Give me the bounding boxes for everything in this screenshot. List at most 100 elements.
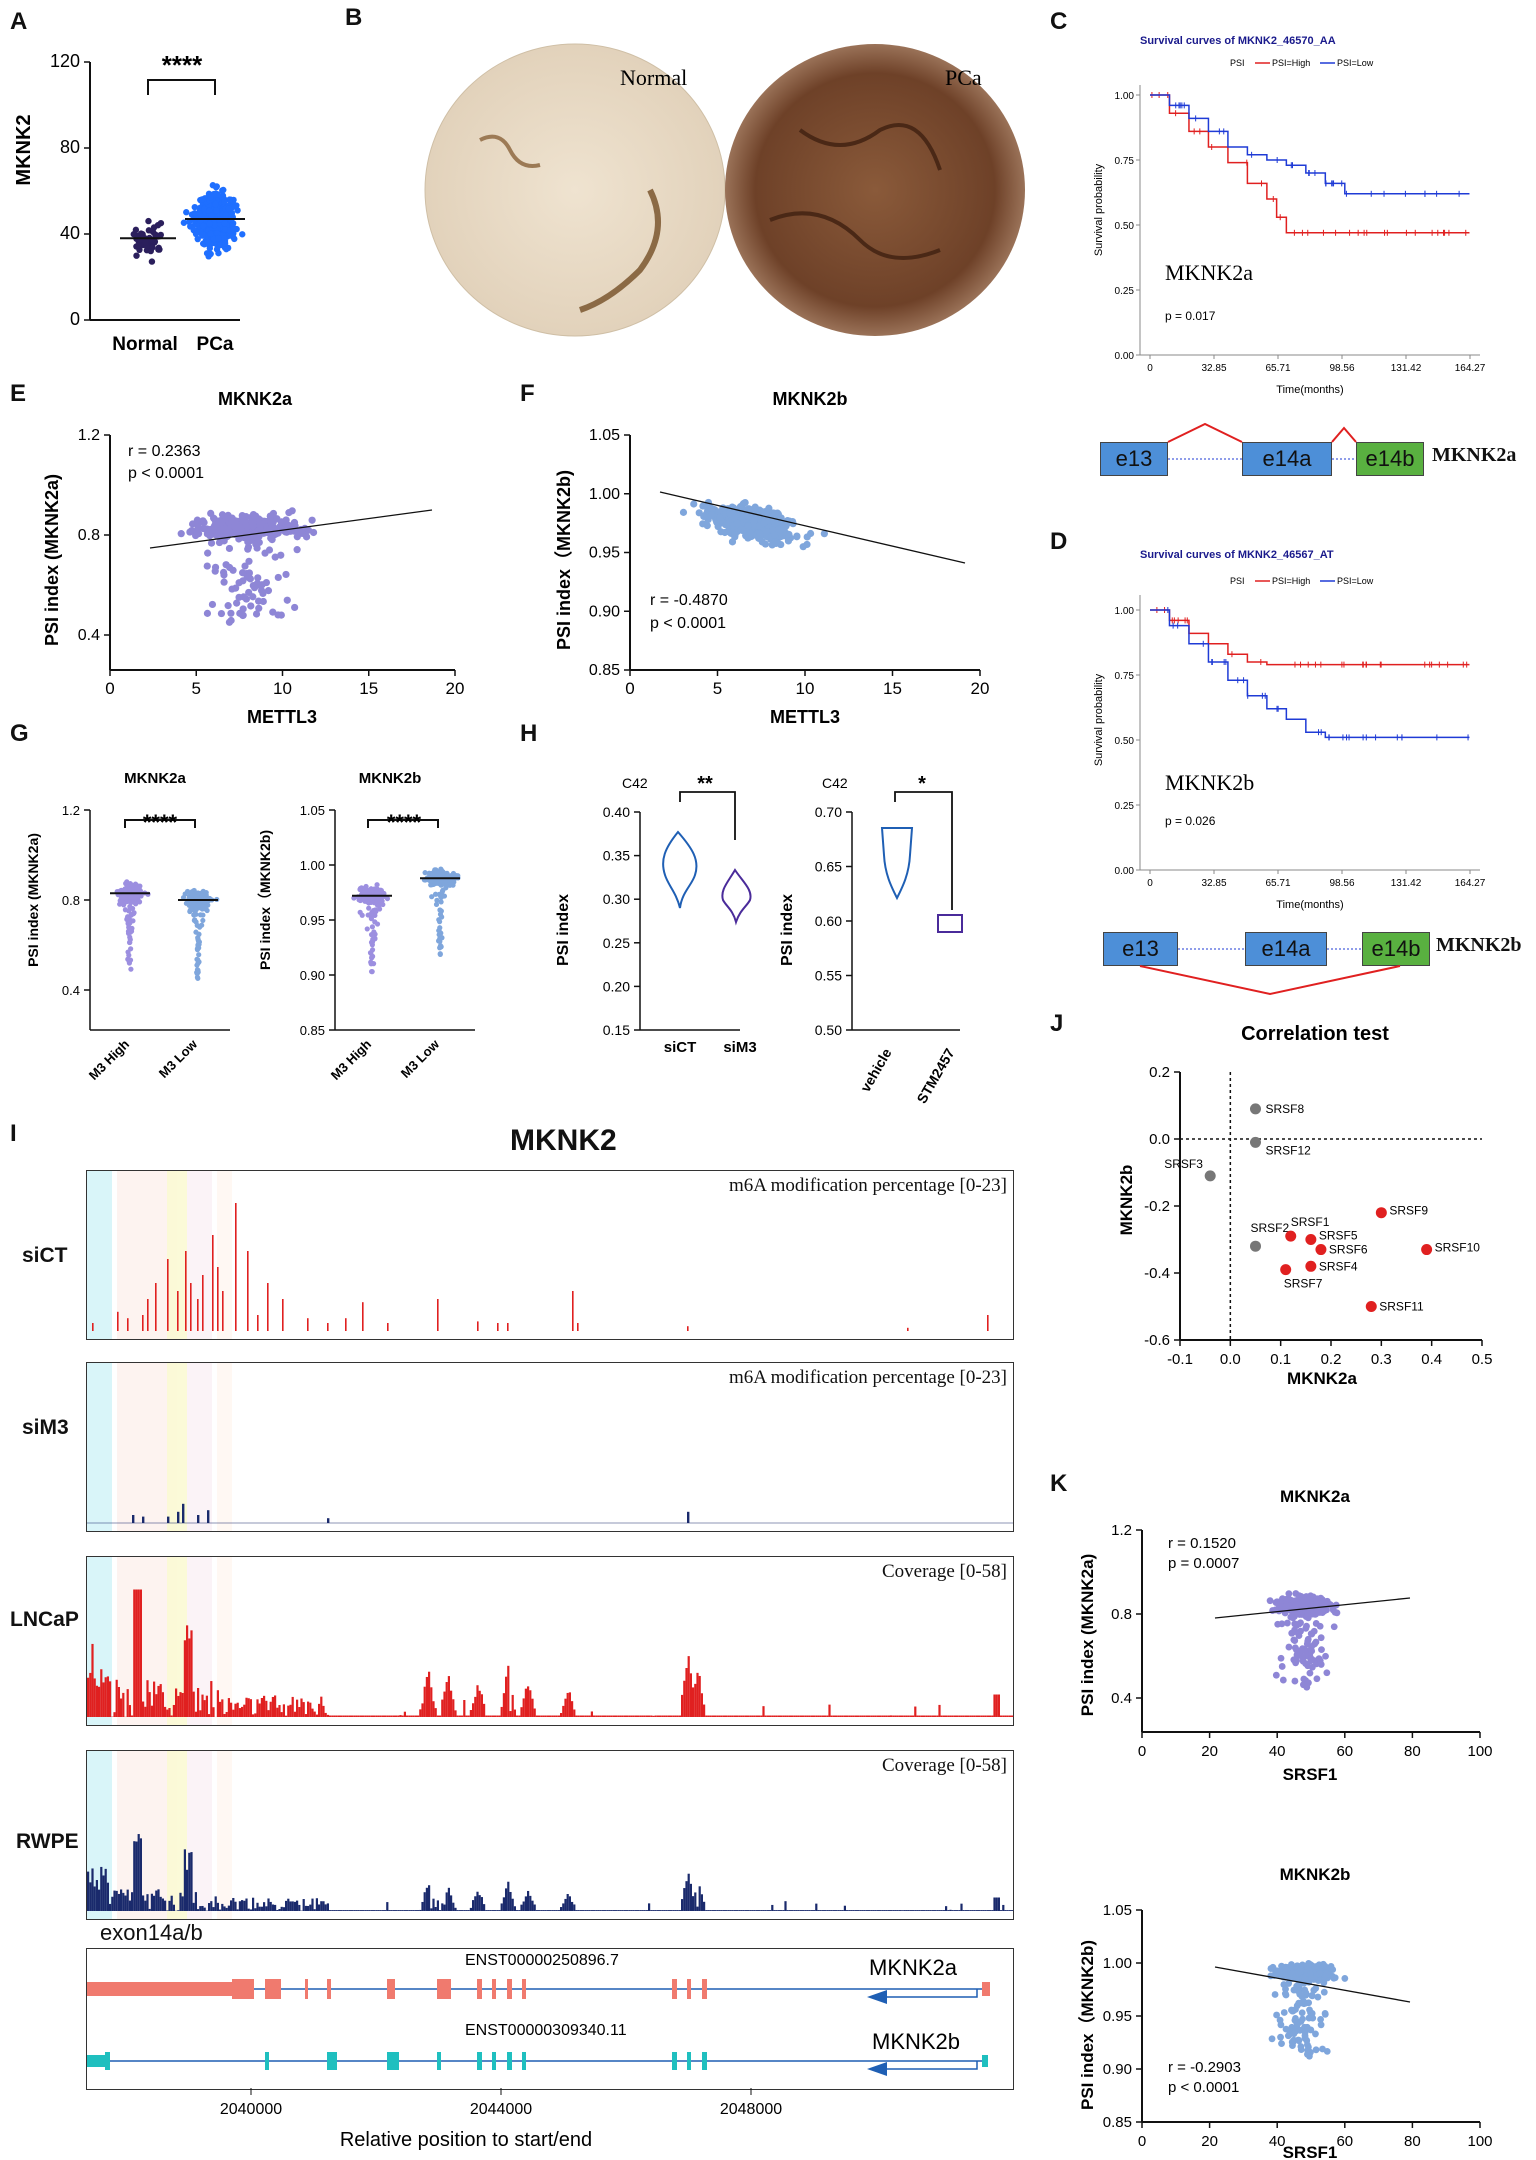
coverage-bar (359, 1910, 362, 1911)
g-left-dot (195, 902, 202, 908)
g-left-sig: **** (143, 810, 178, 835)
coverage-bar (938, 1704, 941, 1717)
coverage-bar (868, 1715, 871, 1717)
g-right-dot (438, 899, 444, 905)
coverage-bar (362, 1715, 365, 1717)
k-top-dot (1322, 1652, 1329, 1660)
k-bottom-dot (1271, 1991, 1279, 1998)
e-title: MKNK2a (218, 389, 293, 409)
a-normal-dot (155, 246, 162, 253)
g-left-dot (196, 959, 202, 965)
track-bar (155, 1283, 157, 1331)
g-right-dot (438, 893, 444, 899)
coverage-bar (879, 1715, 882, 1717)
coverage-bar (663, 1910, 666, 1911)
coverage-bar (995, 1694, 998, 1717)
coverage-bar (450, 1690, 453, 1717)
e-dot (224, 602, 232, 610)
coverage-bar (357, 1910, 360, 1911)
coverage-bar (788, 1910, 791, 1911)
coverage-bar (632, 1715, 635, 1717)
coverage-bar (505, 1888, 508, 1911)
coverage-bar (271, 1696, 274, 1717)
x-tick-label: 40 (1269, 1743, 1286, 1760)
j-point-label: SRSF5 (1319, 1229, 1358, 1243)
f-dot (793, 533, 801, 541)
coverage-bar (236, 1702, 239, 1717)
coverage-bar (742, 1910, 745, 1911)
track-bar (217, 1267, 219, 1331)
coverage-bar (997, 1897, 1000, 1911)
coverage-bar (615, 1715, 618, 1717)
coverage-bar (736, 1715, 739, 1717)
coverage-bar (795, 1910, 798, 1911)
a-pca-dot (239, 231, 246, 238)
coverage-bar (428, 1671, 431, 1717)
coverage-bar (190, 1852, 193, 1911)
e-dot (282, 570, 290, 579)
coverage-bar (549, 1715, 552, 1717)
g-left-dot (197, 912, 204, 918)
coverage-bar (903, 1715, 906, 1717)
a-pca-dot (206, 245, 214, 252)
j-point-label: SRSF3 (1164, 1157, 1203, 1171)
coverage-bar (634, 1910, 637, 1911)
coverage-bar (126, 1889, 129, 1911)
j-xlabel: MKNK2a (1287, 1369, 1357, 1388)
coverage-bar (258, 1703, 261, 1717)
coverage-bar (810, 1910, 813, 1911)
g-right-dot (364, 926, 370, 932)
coverage-bar (791, 1910, 794, 1911)
d-legend-high: PSI=High (1272, 576, 1310, 586)
coverage-bar (267, 1898, 270, 1911)
k-top-dot (1303, 1612, 1311, 1620)
coverage-bar (766, 1910, 769, 1911)
coverage-bar (419, 1709, 422, 1717)
coverage-bar (716, 1715, 719, 1717)
track-bar (147, 1299, 149, 1331)
j-title: Correlation test (1241, 1023, 1389, 1045)
k-top-dot (1277, 1654, 1285, 1662)
panel-letter-h: H (520, 720, 538, 747)
coverage-bar (652, 1715, 655, 1717)
surv-y-tick: 0.00 (1115, 866, 1135, 877)
track-bar (235, 1203, 237, 1331)
coverage-bar (819, 1715, 822, 1717)
coverage-bar (986, 1910, 989, 1911)
f-dot (755, 522, 763, 530)
coverage-bar (524, 1688, 527, 1717)
coverage-bar (307, 1701, 310, 1717)
coverage-bar (186, 1625, 189, 1717)
coverage-bar (731, 1715, 734, 1717)
coverage-bar (348, 1715, 351, 1717)
coverage-bar (832, 1715, 835, 1717)
e-dot (221, 526, 230, 534)
i-iso2: MKNK2b (872, 2029, 960, 2054)
coverage-bar (542, 1910, 545, 1911)
coverage-bar (802, 1910, 805, 1911)
d-xlabel: Time(months) (1276, 899, 1343, 911)
d-legend-psi: PSI (1230, 576, 1245, 586)
coverage-bar (725, 1910, 728, 1911)
coverage-bar (916, 1910, 919, 1911)
surv-y-tick: 0.25 (1115, 286, 1135, 297)
coverage-bar (648, 1715, 651, 1717)
coverage-bar (496, 1715, 499, 1717)
coverage-bar (269, 1901, 272, 1911)
h-left-cat1: siCT (664, 1039, 697, 1056)
coverage-bar (608, 1910, 611, 1911)
panel-j-scatter: Correlation test MKNK2b -0.1 0.0 0.1 0.2 0.3… (1117, 1023, 1492, 1388)
coverage-bar (793, 1910, 796, 1911)
e-dot (309, 528, 318, 537)
i-track-scale-rwpe: Coverage [0-58] (881, 1755, 1007, 1776)
h-violin-stm (937, 914, 963, 933)
coverage-bar (890, 1715, 893, 1717)
coverage-bar (175, 1688, 178, 1717)
k-top-dot (1278, 1663, 1286, 1670)
coverage-bar (960, 1903, 963, 1911)
coverage-bar (518, 1715, 521, 1717)
coverage-bar (388, 1910, 391, 1911)
y-tick-label: 1.00 (1103, 1955, 1132, 1972)
coverage-bar (577, 1910, 580, 1911)
e-dot (241, 562, 249, 570)
